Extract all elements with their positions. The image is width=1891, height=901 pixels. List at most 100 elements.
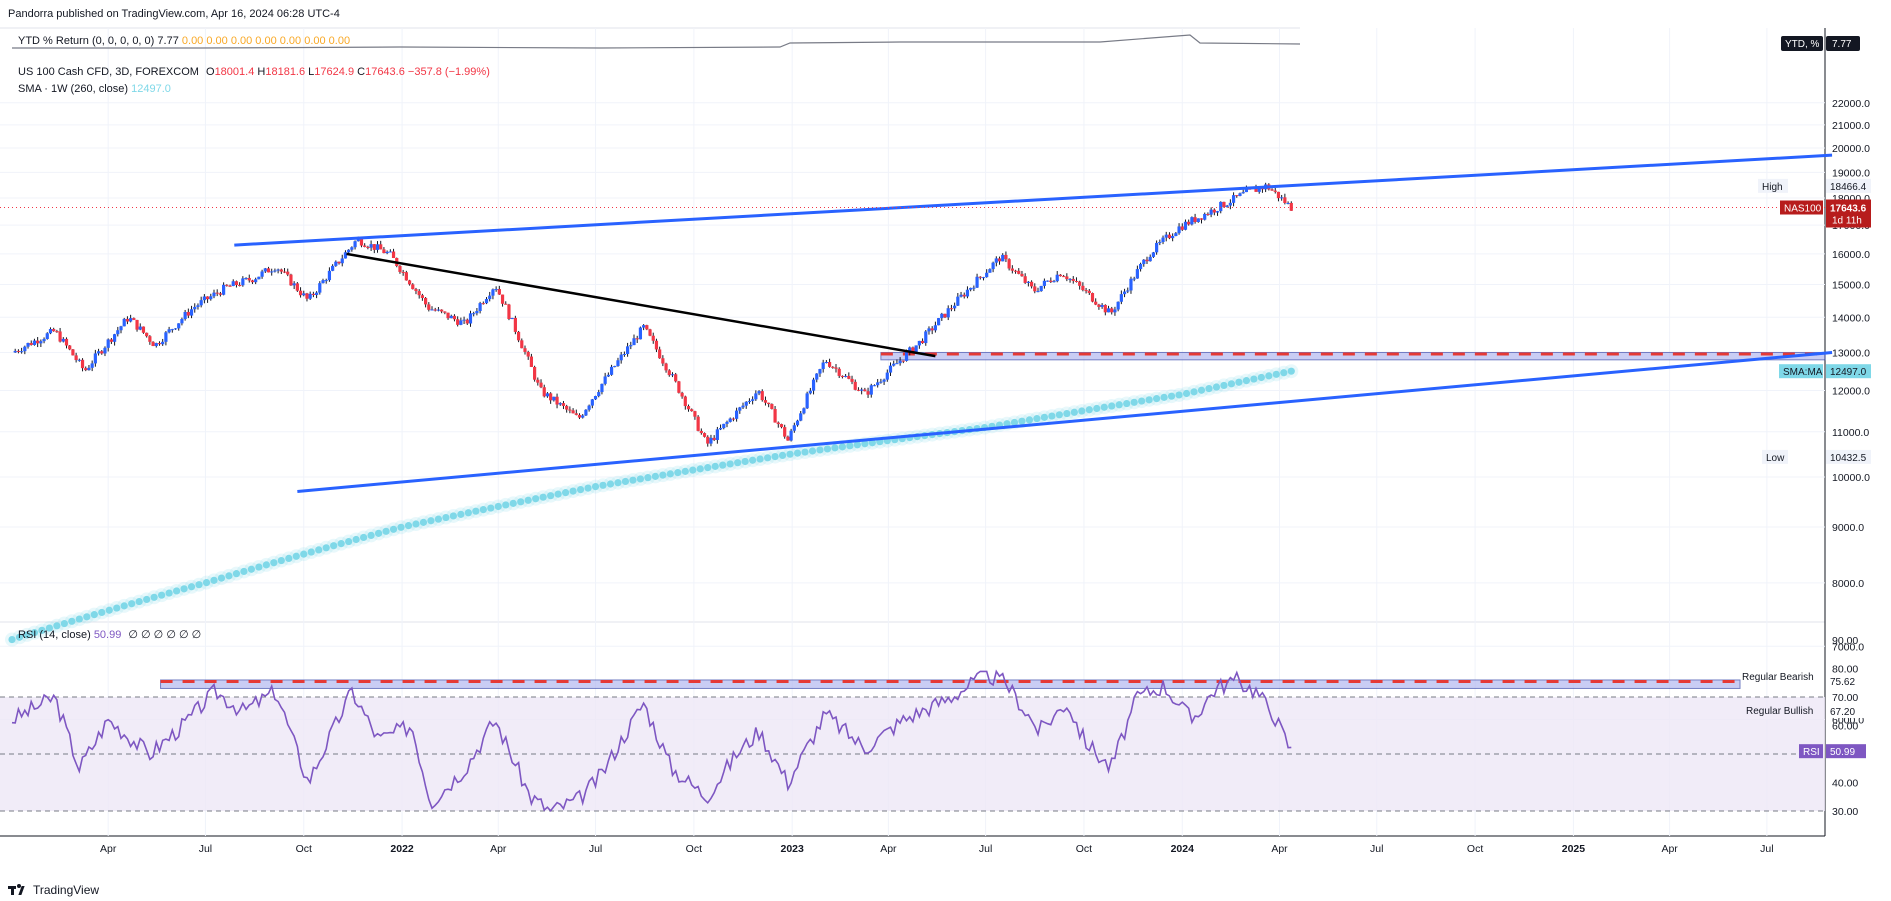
sma-point — [1025, 416, 1034, 424]
candle-down — [64, 338, 69, 346]
sma-point — [322, 544, 330, 552]
candle-up — [375, 244, 380, 250]
candle-down — [574, 413, 578, 415]
candle-down — [1078, 281, 1082, 286]
sma-legend-label[interactable]: SMA · 1W (260, close) — [18, 83, 129, 95]
symbol-label[interactable]: US 100 Cash CFD, 3D, FOREXCOM — [18, 66, 199, 78]
candle-up — [1286, 202, 1290, 204]
time-tick-label: Jul — [1370, 843, 1383, 855]
candle-down — [132, 318, 136, 320]
low-value: 17624.9 — [314, 66, 355, 78]
sma-point — [584, 484, 592, 492]
candle-down — [433, 309, 437, 311]
candle-up — [1177, 226, 1181, 234]
candle-up — [795, 420, 800, 426]
sma-point — [846, 442, 854, 450]
tradingview-brand: TradingView — [33, 883, 100, 897]
sma-point — [105, 606, 113, 614]
price-tick-label: 7000.0 — [1832, 641, 1864, 653]
low-label-bg — [1762, 449, 1788, 464]
open-readout: O18001.4 — [206, 66, 254, 78]
time-tick-label: Apr — [1271, 843, 1288, 855]
lower-channel-line — [297, 350, 1833, 493]
candle-down — [529, 356, 534, 367]
sma-point — [1242, 377, 1250, 385]
sma-point — [562, 489, 570, 497]
sma-point — [726, 460, 734, 468]
candle-up — [77, 359, 81, 361]
candle-up — [744, 401, 748, 406]
candle-up — [1119, 294, 1123, 302]
candle-down — [109, 339, 113, 342]
rsi-legend-label[interactable]: RSI (14, close) — [18, 629, 91, 641]
candle-down — [577, 414, 582, 418]
low-readout: L17624.9 — [308, 66, 354, 78]
ytd-badge-label: YTD, % — [1785, 39, 1820, 50]
rsi-legend: RSI (14, close) 50.99 ∅ ∅ ∅ ∅ ∅ ∅ — [18, 628, 201, 641]
candle-down — [1007, 259, 1011, 269]
candle-up — [292, 283, 296, 286]
candle-up — [869, 385, 873, 395]
sma-point — [135, 597, 143, 606]
candle-up — [619, 354, 623, 361]
last-price-badge-bg — [1826, 199, 1871, 228]
candle-down — [58, 331, 62, 342]
sma-point — [823, 445, 832, 453]
candle-down — [16, 350, 21, 352]
sma-point — [771, 453, 779, 461]
candle-up — [625, 346, 630, 355]
candle-up — [308, 293, 312, 299]
candle-up — [1219, 201, 1223, 212]
candle-up — [754, 393, 758, 400]
ytd-value-badge: 7.77 — [1832, 39, 1852, 50]
sma-legend-value: 12497.0 — [131, 83, 171, 95]
candle-up — [981, 277, 986, 279]
candle-up — [231, 281, 235, 287]
candle-up — [449, 315, 453, 319]
candle-up — [728, 418, 732, 422]
sma-point — [1287, 367, 1295, 375]
sma-point — [644, 474, 652, 482]
sma-point — [1018, 417, 1026, 425]
candle-up — [1228, 202, 1232, 206]
sma-value-bg — [1826, 364, 1871, 379]
candle-up — [209, 296, 213, 300]
candle-up — [1113, 309, 1117, 313]
candle-up — [927, 328, 931, 332]
candle-down — [411, 284, 415, 290]
sma-point — [853, 441, 861, 449]
candle-up — [975, 276, 979, 288]
candle-down — [205, 296, 210, 300]
publisher-caption: Pandorra published on TradingView.com, A… — [8, 8, 340, 20]
candle-down — [427, 304, 431, 310]
candle-up — [1280, 197, 1284, 199]
candle-down — [55, 331, 59, 333]
candle-down — [651, 335, 655, 341]
candle-down — [516, 331, 521, 341]
candle-up — [642, 325, 646, 328]
candle-down — [68, 345, 72, 350]
sma-point — [53, 622, 61, 630]
candle-down — [363, 245, 367, 247]
candle-down — [561, 403, 566, 406]
price-tick-label: 8000.0 — [1832, 578, 1864, 590]
sma-legend: SMA · 1W (260, close) 12497.0 — [18, 83, 171, 95]
candle-down — [145, 332, 149, 337]
sma-point — [524, 496, 532, 504]
tradingview-logo[interactable]: TradingView — [8, 883, 99, 897]
candle-up — [20, 351, 24, 353]
candle-up — [1158, 242, 1162, 244]
candle-down — [542, 387, 546, 397]
candle-up — [1055, 274, 1059, 282]
candle-down — [949, 308, 954, 310]
candle-up — [940, 313, 944, 319]
sma-point — [1055, 411, 1063, 419]
time-tick-label: Jul — [589, 843, 602, 855]
candle-down — [417, 291, 421, 296]
candle-up — [789, 430, 793, 441]
sma-point — [330, 542, 338, 550]
candle-down — [507, 304, 511, 320]
candle-up — [670, 374, 675, 376]
candle-up — [488, 295, 492, 300]
